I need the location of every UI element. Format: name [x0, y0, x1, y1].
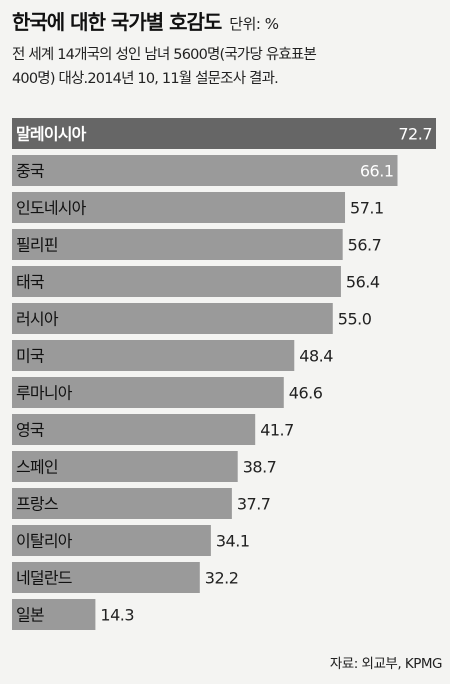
bar	[12, 488, 232, 519]
bar	[12, 266, 341, 297]
bar	[12, 451, 238, 482]
bar	[12, 340, 295, 371]
bar-row: 루마니아 46.6	[12, 377, 323, 408]
value-label: 55.0	[338, 310, 372, 329]
category-label: 러시아	[16, 310, 59, 329]
bar	[12, 562, 200, 593]
bar	[12, 303, 333, 334]
bar-row: 미국 48.4	[12, 340, 334, 371]
value-label: 72.7	[398, 125, 432, 144]
category-label: 프랑스	[16, 495, 58, 514]
bar-row: 영국 41.7	[12, 414, 294, 445]
value-label: 32.2	[205, 569, 239, 588]
bar	[12, 377, 284, 408]
value-label: 56.7	[348, 236, 382, 255]
title-block: 한국에 대한 국가별 호감도 단위: % 전 세계 14개국의 성인 남녀 56…	[12, 6, 442, 91]
bar-row: 프랑스 37.7	[12, 488, 271, 519]
bar	[12, 229, 343, 260]
bar-row: 스페인 38.7	[12, 451, 277, 482]
value-label: 37.7	[237, 495, 271, 514]
value-label: 14.3	[100, 606, 134, 625]
bar-row: 일본 14.3	[12, 599, 135, 630]
bar-row: 네덜란드 32.2	[12, 562, 239, 593]
source-note: 자료: 외교부, KPMG	[329, 656, 443, 672]
value-label: 38.7	[243, 458, 277, 477]
chart-subtitle: 전 세계 14개국의 성인 남녀 5600명(국가당 유효표본 400명) 대상…	[12, 47, 317, 87]
bar-row: 이탈리아 34.1	[12, 525, 250, 556]
category-label: 이탈리아	[16, 532, 73, 551]
category-label: 태국	[16, 273, 44, 292]
bar-row: 인도네시아 57.1	[12, 192, 384, 223]
bar	[12, 192, 346, 223]
category-label: 말레이시아	[16, 125, 87, 144]
bar	[12, 525, 211, 556]
bar-row: 말레이시아 72.7	[12, 118, 436, 149]
category-label: 중국	[16, 162, 44, 181]
category-label: 루마니아	[16, 384, 73, 403]
category-label: 필리핀	[16, 236, 58, 255]
bar	[12, 118, 436, 149]
value-label: 46.6	[289, 384, 323, 403]
bar-row: 러시아 55.0	[12, 303, 372, 334]
chart-title: 한국에 대한 국가별 호감도	[12, 10, 222, 34]
value-label: 56.4	[346, 273, 380, 292]
value-label: 66.1	[360, 162, 394, 181]
category-label: 스페인	[16, 458, 58, 477]
bar-row: 중국 66.1	[12, 155, 398, 186]
category-label: 영국	[16, 421, 44, 440]
unit-label: 단위: %	[229, 15, 279, 33]
bar-row: 태국 56.4	[12, 266, 380, 297]
bar	[12, 414, 256, 445]
value-label: 34.1	[216, 532, 250, 551]
bar	[12, 599, 96, 630]
value-label: 57.1	[350, 199, 384, 218]
category-label: 일본	[16, 606, 44, 625]
category-label: 인도네시아	[16, 199, 87, 218]
category-label: 미국	[16, 347, 44, 366]
value-label: 41.7	[260, 421, 294, 440]
bar-row: 필리핀 56.7	[12, 229, 382, 260]
bar	[12, 155, 398, 186]
value-label: 48.4	[299, 347, 333, 366]
title-line: 한국에 대한 국가별 호감도 단위: %	[12, 6, 442, 35]
category-label: 네덜란드	[16, 569, 72, 588]
